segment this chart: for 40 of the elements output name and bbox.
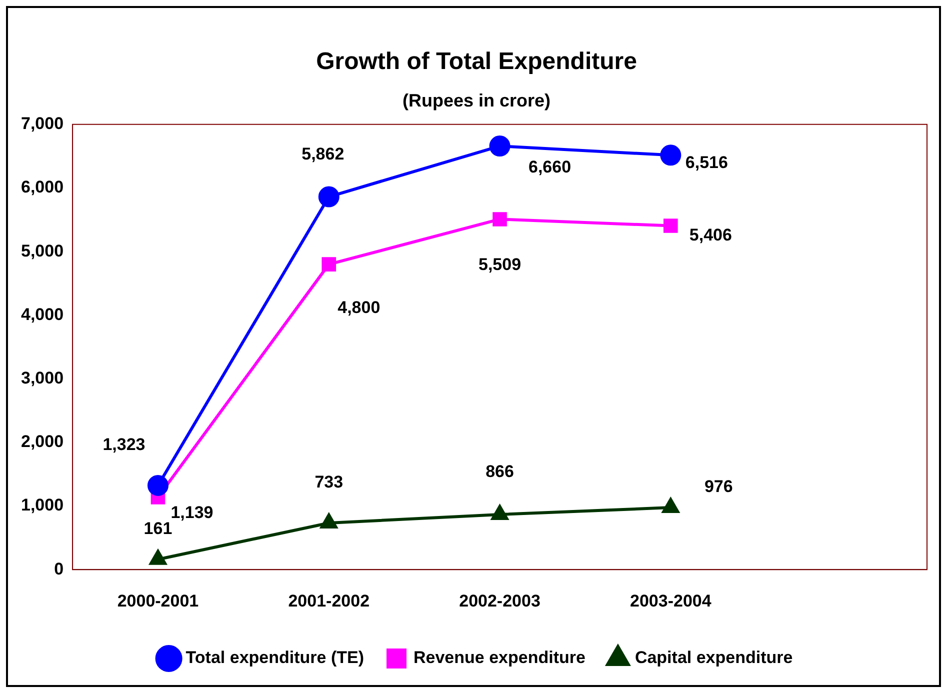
x-tick-label: 2002-2003	[459, 591, 540, 610]
data-label: 6,516	[685, 152, 728, 172]
y-tick-label: 6,000	[20, 178, 64, 197]
x-tick-label: 2003-2004	[630, 591, 712, 610]
y-tick-label: 7,000	[20, 114, 64, 134]
y-tick-label: 5,000	[20, 241, 64, 260]
legend-label: Capital expenditure	[634, 648, 793, 668]
data-label: 5,509	[478, 254, 522, 274]
chart-subtitle: (Rupees in crore)	[402, 90, 551, 111]
point	[320, 513, 338, 528]
data-label: 6,660	[528, 158, 572, 177]
point	[489, 136, 510, 157]
legend-label: Total expenditure (TE)	[186, 648, 364, 668]
y-tick-label: 3,000	[20, 368, 64, 388]
point	[492, 212, 507, 226]
point	[660, 144, 682, 166]
chart-title: Growth of Total Expenditure	[316, 48, 637, 76]
legend-label: Revenue expenditure	[413, 648, 586, 668]
data-label: 866	[486, 462, 514, 482]
data-label: 976	[704, 477, 733, 496]
x-tick-label: 2000-2001	[117, 591, 199, 610]
y-tick-label: 2,000	[20, 432, 64, 452]
data-label: 5,406	[689, 225, 732, 244]
data-label: 1,139	[170, 502, 214, 522]
y-tick-label: 1,000	[20, 496, 64, 515]
point	[664, 218, 678, 233]
y-tick-label: 4,000	[20, 304, 64, 324]
point	[322, 257, 336, 272]
data-label: 1,323	[102, 435, 146, 454]
point	[491, 505, 508, 520]
data-label: 5,862	[302, 144, 344, 164]
y-tick-label: 0	[54, 559, 64, 578]
data-label: 733	[314, 472, 344, 492]
point	[662, 498, 680, 514]
data-label: 161	[144, 519, 172, 538]
data-label: 4,800	[338, 298, 380, 318]
point	[318, 186, 340, 208]
point	[147, 474, 168, 496]
x-tick-label: 2001-2002	[288, 591, 370, 610]
point	[150, 550, 166, 565]
